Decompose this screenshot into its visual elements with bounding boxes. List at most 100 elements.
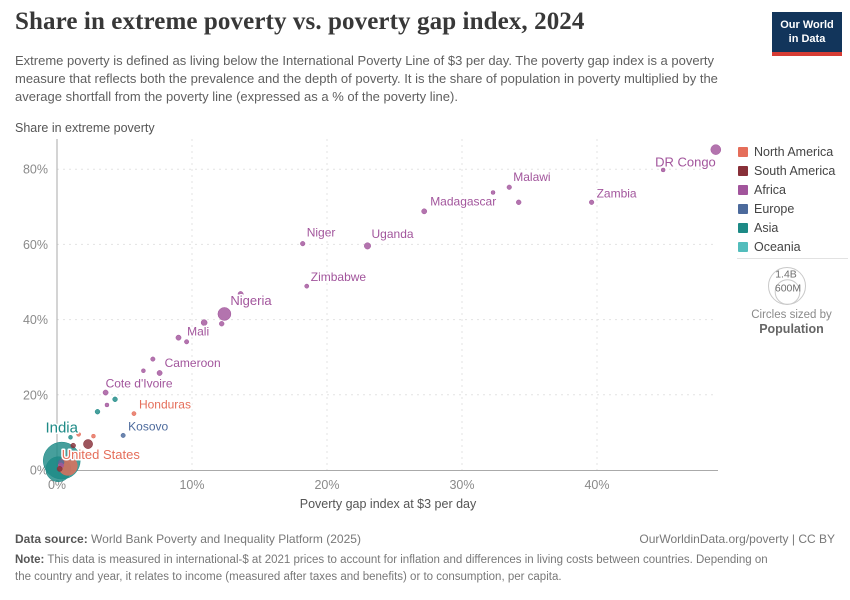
- legend-label: South America: [754, 163, 836, 178]
- owid-logo-line1: Our World: [780, 19, 834, 31]
- data-point-dr-congo[interactable]: [710, 144, 722, 155]
- legend-item-africa[interactable]: Africa: [738, 180, 835, 199]
- note-label: Note:: [15, 554, 45, 566]
- note-text: This data is measured in international-$…: [15, 554, 768, 583]
- legend-item-south-america[interactable]: South America: [738, 161, 835, 180]
- size-legend-big-label: 1.4B: [775, 269, 797, 281]
- y-axis-title: Share in extreme poverty: [15, 121, 155, 135]
- x-axis-title: Poverty gap index at $3 per day: [300, 497, 477, 511]
- data-point-honduras[interactable]: [131, 411, 137, 416]
- legend-swatch: [738, 184, 748, 195]
- country-label-madagascar: Madagascar: [430, 194, 496, 208]
- data-point[interactable]: [516, 199, 522, 205]
- page-title: Share in extreme poverty vs. poverty gap…: [15, 8, 585, 35]
- data-point-cameroon[interactable]: [156, 370, 163, 376]
- data-point-madagascar[interactable]: [421, 208, 428, 215]
- owid-link[interactable]: OurWorldinData.org/poverty | CC BY: [639, 532, 835, 546]
- data-point-kosovo[interactable]: [120, 432, 126, 438]
- y-tick-label: 60%: [23, 238, 48, 252]
- data-point[interactable]: [91, 433, 96, 439]
- data-point-mali[interactable]: [200, 319, 208, 326]
- data-point[interactable]: [112, 396, 118, 402]
- x-tick-label: 30%: [449, 478, 474, 492]
- population-size-legend: 1.4B 600M: [768, 267, 806, 305]
- data-point[interactable]: [184, 339, 190, 345]
- legend-label: Oceania: [754, 239, 801, 254]
- size-legend-small-label: 600M: [775, 283, 801, 295]
- data-point[interactable]: [56, 466, 63, 472]
- data-point[interactable]: [150, 356, 156, 362]
- owid-logo-line2: in Data: [788, 32, 826, 45]
- data-point[interactable]: [490, 190, 496, 195]
- country-label-nigeria: Nigeria: [230, 293, 272, 308]
- legend-swatch: [738, 241, 748, 252]
- x-tick-label: 20%: [314, 478, 339, 492]
- scatter-plot[interactable]: 0%20%40%60%80%0% 10% 20% 30% 40% DR CongoZam…: [0, 120, 850, 530]
- y-tick-label: 20%: [23, 388, 48, 402]
- legend-divider: [737, 258, 848, 259]
- data-points: [42, 144, 722, 482]
- country-label-zambia: Zambia: [597, 186, 637, 200]
- legend-item-europe[interactable]: Europe: [738, 199, 835, 218]
- data-point[interactable]: [104, 402, 110, 408]
- continent-legend: North America South America Africa Europe As…: [738, 142, 835, 256]
- data-point[interactable]: [94, 409, 101, 415]
- y-tick-label: 80%: [23, 163, 48, 177]
- country-label-united-states: United States: [62, 447, 141, 462]
- legend-label: Asia: [754, 220, 779, 235]
- y-tick-label: 0%: [30, 464, 48, 478]
- data-point[interactable]: [219, 321, 225, 327]
- legend-item-north-america[interactable]: North America: [738, 142, 835, 161]
- data-point[interactable]: [68, 453, 76, 461]
- data-point-cote-d-ivoire[interactable]: [102, 389, 109, 396]
- legend-swatch: [738, 203, 748, 214]
- country-label-niger: Niger: [307, 226, 336, 240]
- data-source-text: World Bank Poverty and Inequality Platfo…: [87, 532, 361, 546]
- data-point[interactable]: [76, 431, 81, 437]
- country-label-honduras: Honduras: [139, 398, 191, 412]
- legend-item-oceania[interactable]: Oceania: [738, 237, 835, 256]
- chart-subtitle: Extreme poverty is defined as living bel…: [15, 53, 718, 105]
- country-label-uganda: Uganda: [372, 227, 414, 241]
- x-tick-label: 10%: [179, 478, 204, 492]
- data-source-label: Data source:: [15, 532, 88, 546]
- legend-item-asia[interactable]: Asia: [738, 218, 835, 237]
- data-point-uganda[interactable]: [364, 242, 371, 250]
- country-label-india: India: [45, 420, 78, 437]
- country-label-mali: Mali: [187, 325, 209, 339]
- legend-swatch: [738, 165, 748, 176]
- data-point[interactable]: [237, 291, 244, 297]
- country-label-zimbabwe: Zimbabwe: [311, 270, 367, 284]
- x-tick-label: 40%: [584, 478, 609, 492]
- size-legend-caption-bold: Population: [759, 322, 824, 336]
- data-point-niger[interactable]: [300, 241, 306, 247]
- size-legend-small-circle: [774, 279, 801, 305]
- data-point[interactable]: [70, 442, 76, 449]
- data-point[interactable]: [68, 435, 73, 440]
- legend-swatch: [738, 222, 748, 233]
- owid-logo[interactable]: Our World in Data: [772, 12, 842, 56]
- data-source: Data source: World Bank Poverty and Ineq…: [15, 532, 361, 546]
- country-label-kosovo: Kosovo: [128, 419, 168, 433]
- data-point[interactable]: [175, 334, 182, 341]
- legend-label: Europe: [754, 201, 795, 216]
- legend-swatch: [738, 146, 748, 157]
- country-label-cote-d-ivoire: Cote d'Ivoire: [106, 377, 173, 391]
- data-point[interactable]: [660, 167, 666, 173]
- footer-note: Note: This data is measured in internati…: [15, 552, 775, 585]
- y-tick-label: 40%: [23, 313, 48, 327]
- country-labels: DR Congo Zambia Malawi Madagascar Uganda Nige…: [44, 153, 717, 463]
- data-point-zimbabwe[interactable]: [304, 283, 310, 289]
- footer: Data source: World Bank Poverty and Ineq…: [15, 532, 835, 585]
- gridlines: [56, 139, 718, 471]
- country-label-malawi: Malawi: [513, 170, 550, 184]
- data-point-nigeria[interactable]: [217, 307, 232, 321]
- country-label-cameroon: Cameroon: [165, 356, 221, 370]
- legend-label: Africa: [754, 182, 786, 197]
- data-point-zambia[interactable]: [589, 199, 595, 205]
- axis-tick-labels: 0%20%40%60%80%0% 10% 20% 30% 40%: [23, 163, 610, 492]
- size-legend-caption: Circles sized by: [751, 309, 832, 321]
- data-point-malawi[interactable]: [506, 184, 512, 190]
- data-point[interactable]: [141, 368, 146, 373]
- data-point[interactable]: [83, 439, 93, 449]
